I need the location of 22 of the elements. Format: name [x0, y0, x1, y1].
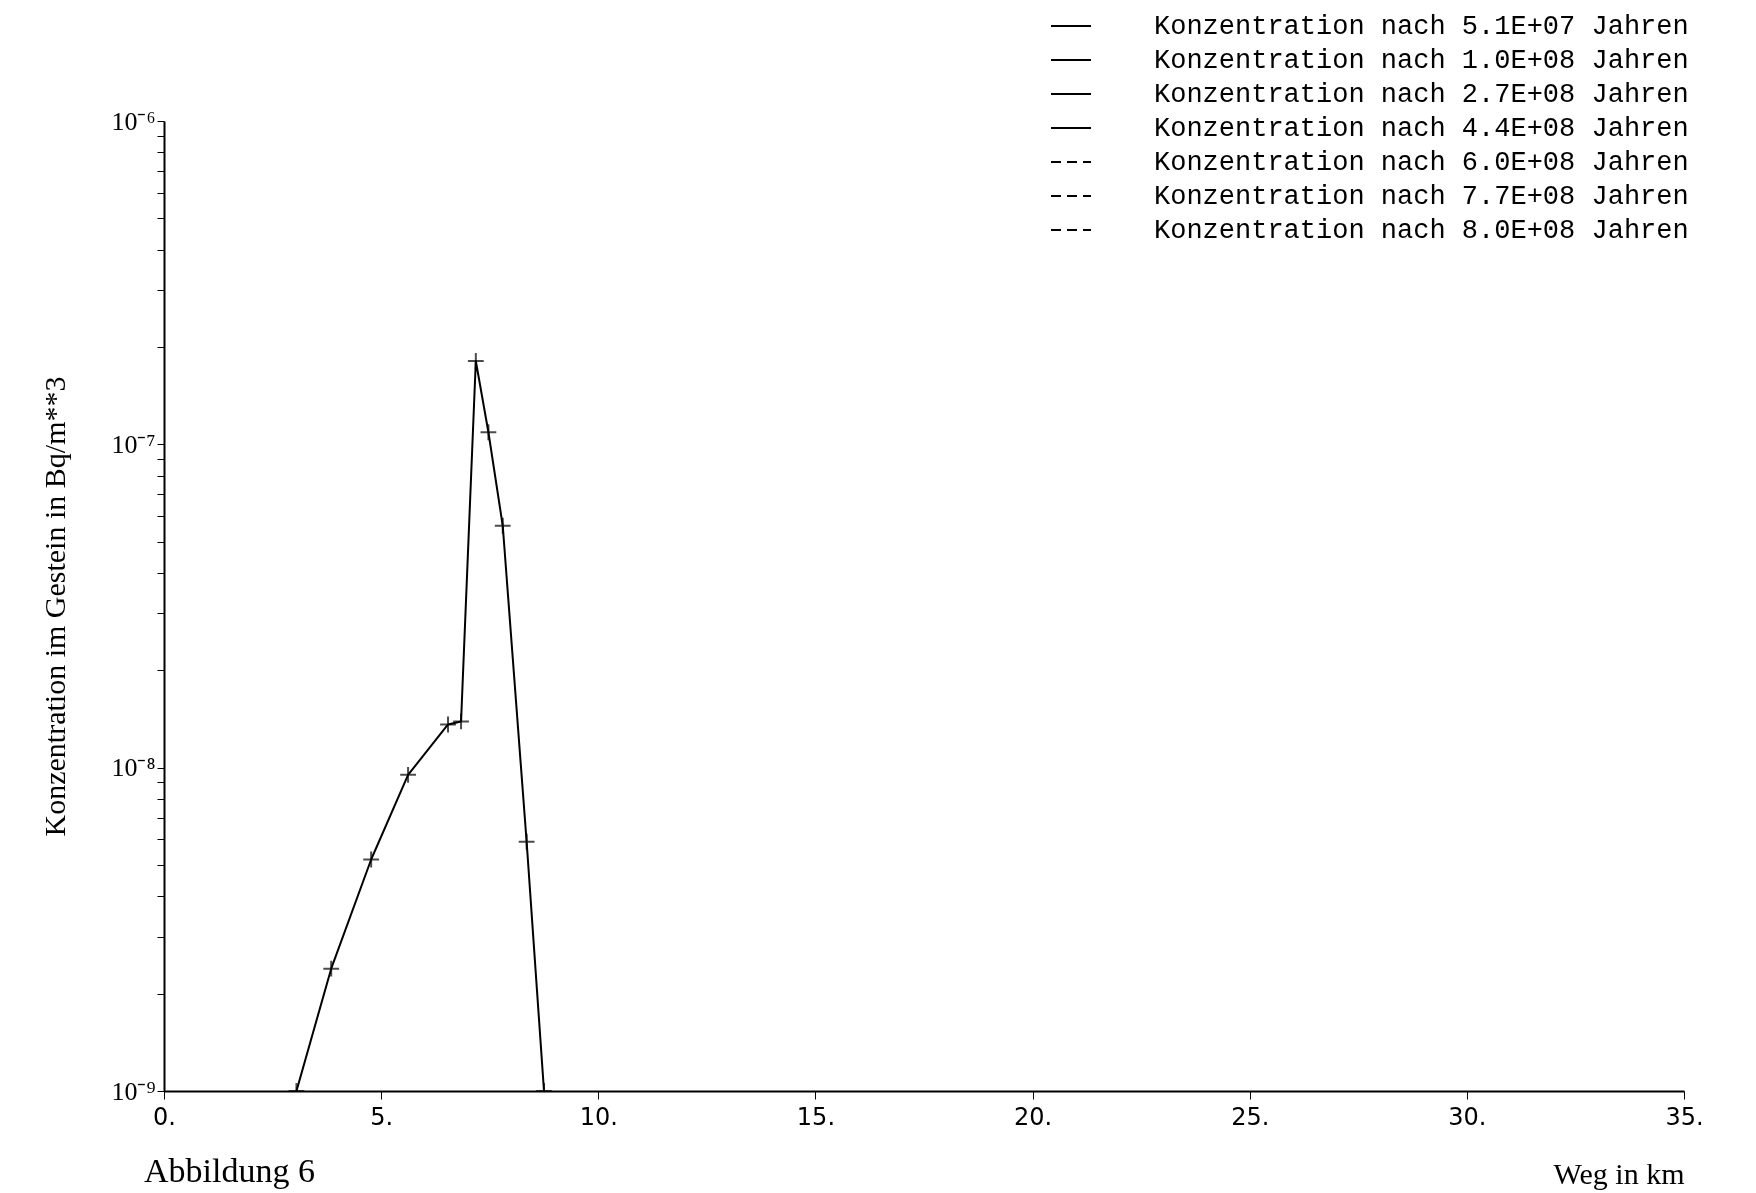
x-tick-label: 0. — [153, 1102, 176, 1131]
x-tick-label: 25. — [1231, 1102, 1270, 1131]
legend-label: Konzentration nach 6.0E+08 Jahren — [1154, 148, 1689, 178]
legend-label: Konzentration nach 1.0E+08 Jahren — [1154, 46, 1689, 76]
x-tick-label: 15. — [796, 1102, 836, 1131]
y-tick-label: 10⁻⁷ — [111, 429, 156, 459]
x-tick-label: 5. — [370, 1102, 394, 1131]
y-axis-title: Konzentration im Gestein in Bq/m**3 — [38, 376, 72, 837]
y-tick-label: 10⁻⁸ — [111, 753, 156, 783]
legend-label: Konzentration nach 5.1E+07 Jahren — [1154, 12, 1689, 42]
x-tick-label: 30. — [1448, 1102, 1487, 1131]
x-axis-title: Weg in km — [1553, 1156, 1685, 1190]
x-tick-label: 35. — [1665, 1102, 1704, 1131]
y-tick-label: 10⁻⁹ — [111, 1076, 156, 1106]
legend-label: Konzentration nach 2.7E+08 Jahren — [1154, 80, 1689, 110]
text: Abbildung 6 — [144, 1152, 315, 1189]
x-tick-label: 20. — [1013, 1102, 1053, 1131]
legend-label: Konzentration nach 8.0E+08 Jahren — [1154, 216, 1689, 246]
y-tick-label: 10⁻⁶ — [111, 106, 156, 136]
legend-label: Konzentration nach 7.7E+08 Jahren — [1154, 182, 1689, 212]
x-tick-label: 10. — [579, 1102, 618, 1131]
legend-label: Konzentration nach 4.4E+08 Jahren — [1154, 114, 1689, 144]
